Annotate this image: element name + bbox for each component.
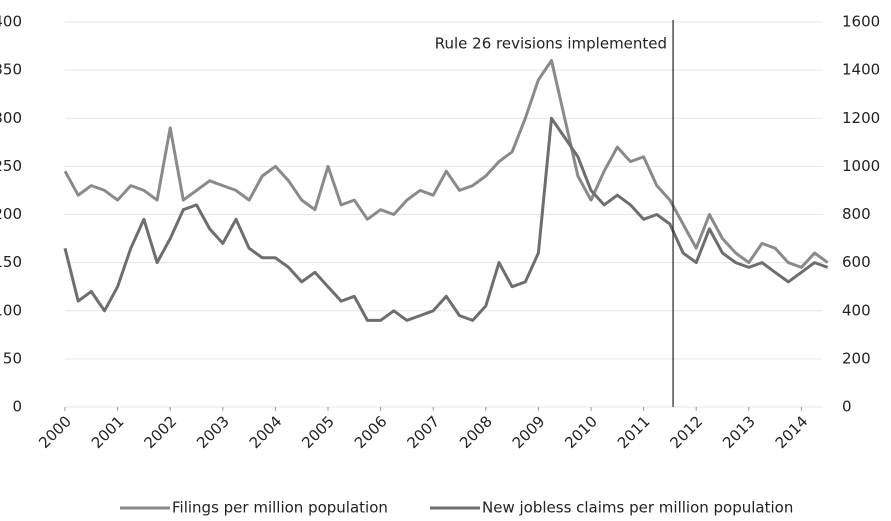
x-tick-label: 2003 — [193, 412, 233, 452]
y2-tick-label: 1400 — [842, 61, 880, 79]
x-tick-label: 2011 — [614, 412, 654, 452]
legend-label: Filings per million population — [172, 499, 388, 517]
x-tick-label: 2006 — [351, 412, 391, 452]
y2-tick-label: 1000 — [842, 157, 880, 175]
x-tick-label: 2000 — [35, 412, 75, 452]
x-tick-label: 2008 — [456, 412, 496, 452]
x-tick-label: 2009 — [509, 412, 549, 452]
y2-tick-label: 400 — [842, 301, 871, 319]
y-tick-label: 0 — [12, 398, 22, 416]
y-tick-label: 350 — [0, 61, 22, 79]
x-tick-label: 2014 — [772, 412, 812, 452]
y-tick-label: 100 — [0, 301, 22, 319]
y2-tick-label: 1200 — [842, 109, 880, 127]
y-tick-label: 300 — [0, 109, 22, 127]
x-tick-label: 2012 — [666, 412, 706, 452]
x-tick-label: 2013 — [719, 412, 759, 452]
legend-label: New jobless claims per million populatio… — [482, 499, 793, 517]
x-tick-label: 2010 — [561, 412, 601, 452]
y-tick-label: 400 — [0, 13, 22, 31]
annotation-text: Rule 26 revisions implemented — [435, 35, 667, 53]
y-tick-label: 250 — [0, 157, 22, 175]
x-tick-label: 2005 — [298, 412, 338, 452]
x-tick-label: 2004 — [246, 412, 286, 452]
x-tick-label: 2001 — [88, 412, 128, 452]
y-tick-label: 200 — [0, 205, 22, 223]
x-tick-label: 2002 — [140, 412, 180, 452]
x-tick-label: 2007 — [403, 412, 443, 452]
y2-tick-label: 1600 — [842, 13, 880, 31]
y2-tick-label: 800 — [842, 205, 871, 223]
y2-tick-label: 600 — [842, 253, 871, 271]
y2-tick-label: 0 — [842, 398, 852, 416]
y-tick-label: 50 — [3, 349, 22, 367]
y-tick-label: 150 — [0, 253, 22, 271]
series-line — [63, 116, 829, 322]
y2-tick-label: 200 — [842, 349, 871, 367]
series-line — [63, 59, 829, 269]
